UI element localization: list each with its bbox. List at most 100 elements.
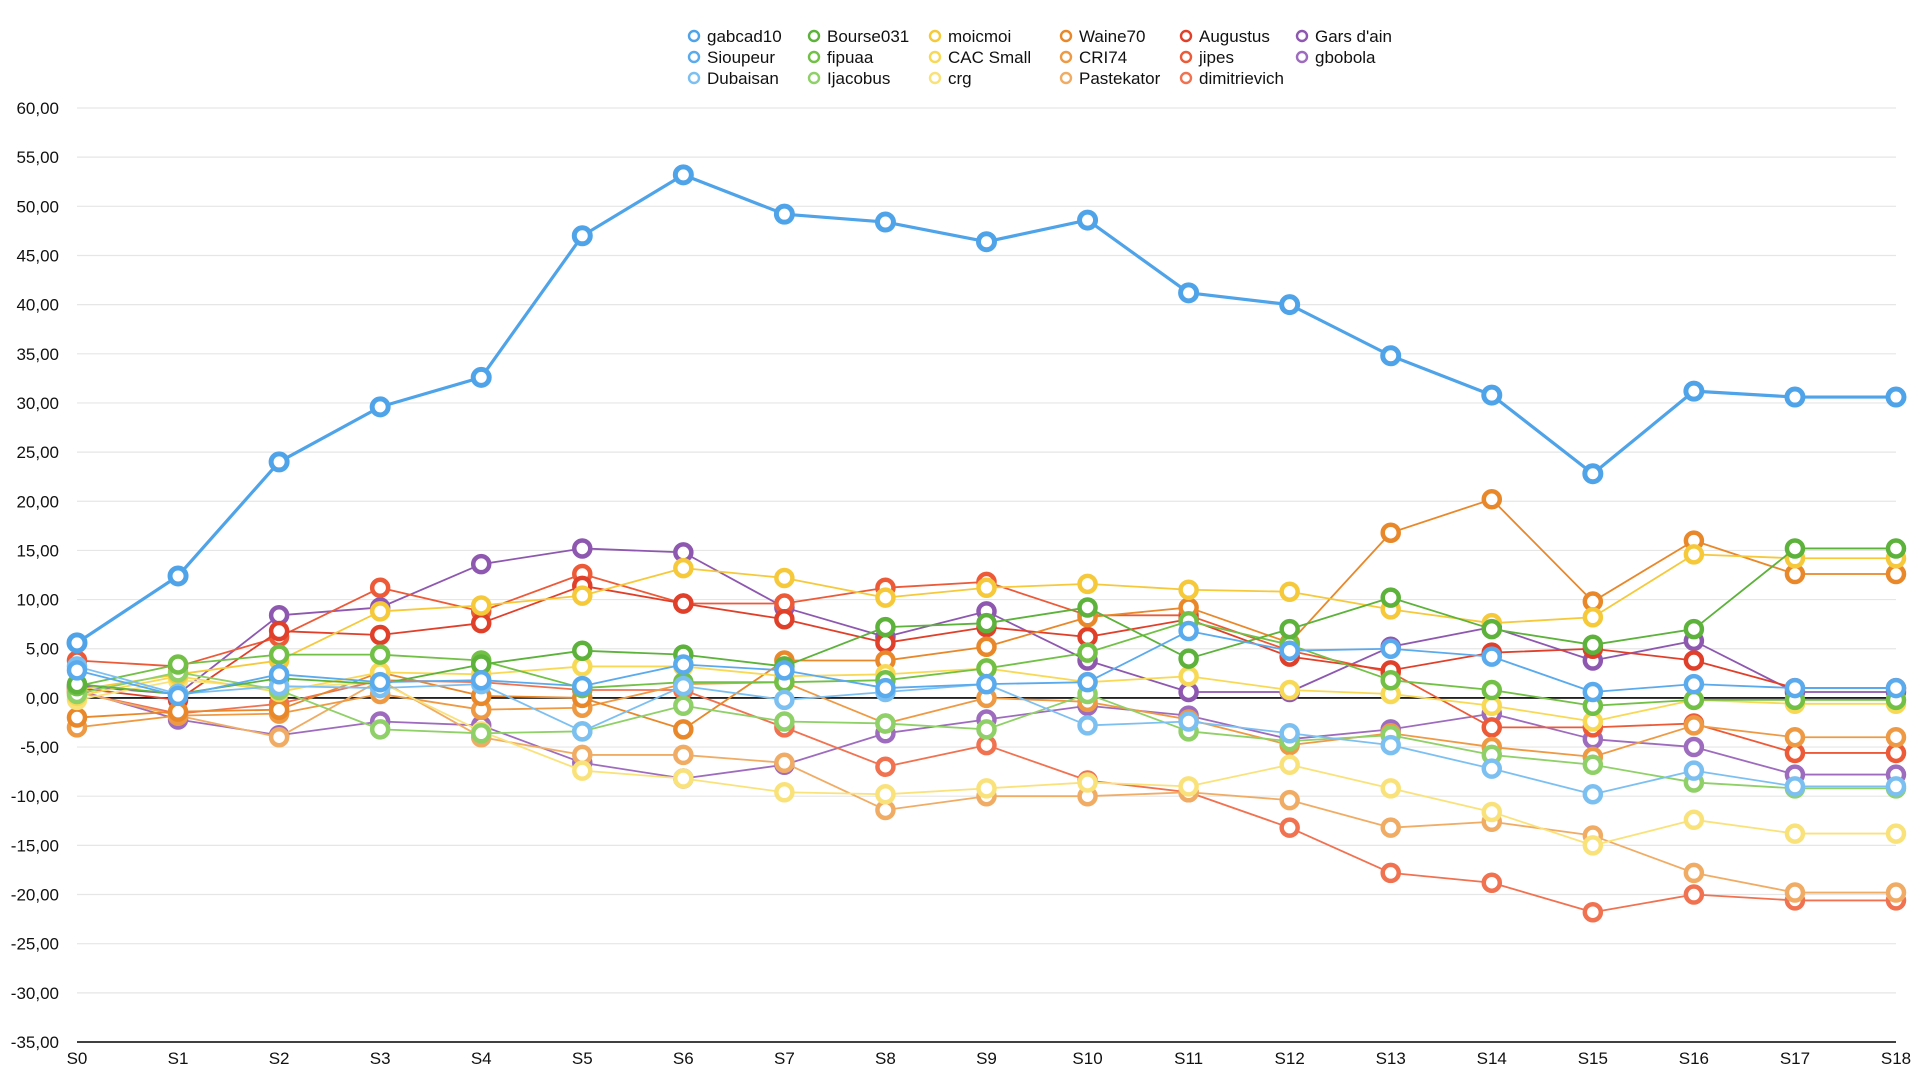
y-tick-label: 25,00 [16,443,59,462]
data-point [369,644,391,665]
legend-label: fipuaa [827,48,874,67]
legend-marker [807,71,821,85]
data-point [1077,642,1098,663]
data-point [1784,538,1806,559]
legend-label: Augustus [1199,27,1270,46]
data-point [268,699,290,720]
y-tick-label: 10,00 [16,591,59,610]
data-point [1178,620,1199,642]
data-point [268,664,290,685]
legend-label: gbobola [1315,48,1376,67]
data-point [369,671,391,693]
legend-label: jipes [1198,48,1234,67]
data-point [572,538,593,559]
data-point [369,624,391,646]
data-point [1481,801,1503,823]
data-point [1683,884,1705,905]
data-point [1683,760,1705,781]
data-point [1784,386,1806,408]
data-point [875,677,896,699]
x-tick-label: S8 [875,1049,896,1068]
axes: 60,00 55,00 50,00 45,00 40,00 35,00 30,00 25,00… [11,99,1911,1068]
data-point [1784,776,1806,797]
data-point [673,744,694,766]
data-point [774,660,795,681]
data-point [1077,597,1098,618]
data-point [1683,862,1705,884]
data-point [1481,679,1503,701]
data-point [976,778,997,799]
x-tick-label: S5 [572,1049,593,1068]
y-tick-label: 5,00 [26,640,59,659]
data-point [673,557,694,579]
data-point [672,164,694,186]
data-point [572,721,593,742]
data-point [1178,579,1199,600]
data-point [1380,778,1401,799]
data-point [874,211,896,233]
legend-marker [1179,29,1193,43]
data-point [167,654,189,675]
data-point [1683,736,1705,758]
data-point [1279,754,1300,775]
data-point [774,782,795,803]
data-point [976,636,997,658]
data-point [66,660,88,681]
legend-marker [1295,29,1309,43]
legend-label: dimitrievich [1199,69,1284,88]
data-point [1077,772,1098,793]
data-point [167,685,189,707]
data-point [1481,872,1503,893]
data-point [1077,671,1098,693]
data-point [1885,882,1907,903]
x-tick-label: S18 [1881,1049,1911,1068]
data-point [673,695,694,717]
legend-label: Ijacobus [827,69,890,88]
data-point [774,689,795,711]
data-point [1582,835,1604,856]
data-point [1380,345,1402,367]
data-point [1380,817,1401,838]
data-point [673,654,694,675]
data-point [369,577,391,599]
data-point [673,593,694,614]
series-sioupeur [66,620,1907,707]
x-tick-label: S9 [976,1049,997,1068]
legend-label: Sioupeur [707,48,775,67]
data-point [369,719,391,740]
data-point [1279,723,1300,744]
legend: gabcad10 Sioupeur Dubaisan Bourse031 fipuaa I… [687,27,1392,88]
data-point [1885,776,1907,797]
data-point [1178,282,1200,304]
data-point [774,711,795,732]
data-point [976,673,997,695]
y-tick-label: -20,00 [11,886,59,905]
data-point [1481,384,1503,406]
data-point [1380,587,1401,608]
data-point [673,675,694,697]
data-point [470,595,492,616]
data-point [1582,681,1604,703]
x-tick-label: S0 [67,1049,88,1068]
data-point [572,585,593,606]
y-tick-label: -35,00 [11,1033,59,1052]
data-point [875,587,896,608]
data-point [1885,726,1907,748]
legend-marker [807,50,821,64]
data-point [1481,489,1503,510]
data-point [1380,638,1401,659]
data-point [1885,386,1907,408]
data-point [1279,618,1300,640]
data-point [774,567,795,589]
data-point [66,707,88,728]
x-tick-label: S7 [774,1049,795,1068]
data-point [1077,715,1098,736]
data-point [470,723,492,744]
legend-marker [928,50,942,64]
legend-label: CAC Small [948,48,1031,67]
data-point [1784,882,1806,903]
data-point [1481,717,1503,738]
x-tick-label: S15 [1578,1049,1608,1068]
data-point [1683,544,1705,565]
x-tick-label: S10 [1072,1049,1102,1068]
